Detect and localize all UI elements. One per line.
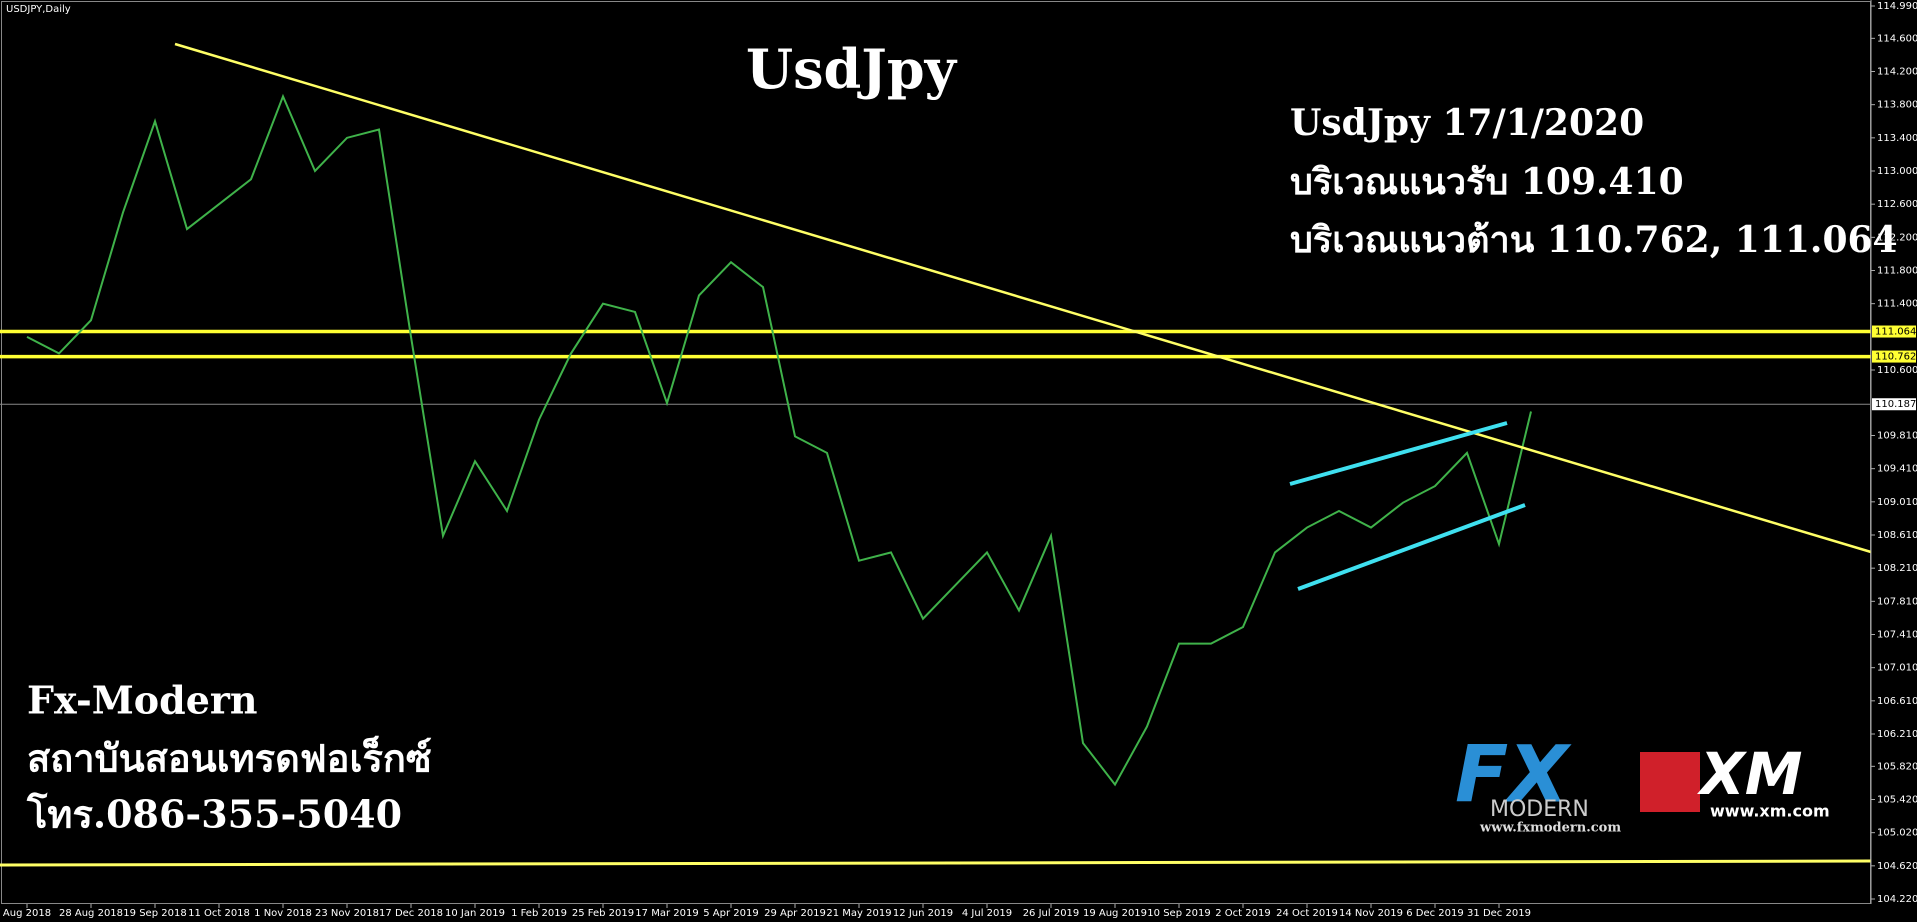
x-tick-label: 26 Jul 2019 [1023,908,1080,919]
y-tick-label: 106.610 [1877,696,1917,707]
annotation: UsdJpy 17/1/2020 [1290,102,1644,144]
y-tick-label: 114.990 [1877,1,1917,12]
x-tick-label: 28 Aug 2018 [59,908,123,919]
footer-text: Fx-Modern [27,678,258,723]
price-tag-label: 111.064 [1875,327,1916,338]
x-tick-label: 25 Feb 2019 [572,908,634,919]
logo-text: FX [1455,730,1572,820]
y-tick-label: 112.200 [1877,232,1917,243]
x-tick-label: 2 Oct 2019 [1215,908,1270,919]
price-line [26,93,1532,787]
x-tick-label: 17 Mar 2019 [635,908,698,919]
y-tick-label: 105.420 [1877,795,1917,806]
x-tick-label: 21 May 2019 [826,908,891,919]
channel-line [1297,503,1526,591]
x-tick-label: 5 Apr 2019 [703,908,758,919]
y-tick-label: 109.810 [1877,431,1917,442]
chart-title: UsdJpy [746,37,958,101]
x-tick-label: 1 Nov 2018 [254,908,312,919]
y-tick-label: 113.400 [1877,133,1917,144]
x-tick-label: 23 Nov 2018 [315,908,379,919]
x-tick-label: 24 Oct 2019 [1276,908,1338,919]
y-tick-label: 110.600 [1877,365,1917,376]
xm-logo: XM www.xm.com [1640,740,1830,821]
logo-text: XM [1697,740,1802,808]
y-tick-label: 105.820 [1877,761,1917,772]
y-tick-label: 109.410 [1877,464,1917,475]
y-tick-label: 108.210 [1877,563,1917,574]
logo-text: MODERN [1490,797,1589,822]
x-tick-label: 10 Jan 2019 [445,908,505,919]
annotation: บริเวณแนวต้าน 110.762, 111.064 [1290,219,1898,261]
y-tick-label: 107.410 [1877,629,1917,640]
footer-text: สถาบันสอนเทรดฟอเร็กซ์ [27,736,432,781]
support-line [0,859,1872,867]
x-tick-label: 10 Sep 2019 [1147,908,1210,919]
x-tick-label: 6 Dec 2019 [1406,908,1464,919]
channel-line [1289,421,1508,486]
price-tag-label: 110.762 [1875,352,1916,363]
x-tick-label: 11 Oct 2018 [188,908,250,919]
annotation: บริเวณแนวรับ 109.410 [1290,161,1684,203]
y-tick-label: 106.210 [1877,729,1917,740]
x-tick-label: Aug 2018 [3,908,51,919]
y-tick-label: 108.610 [1877,530,1917,541]
y-tick-label: 109.010 [1877,497,1917,508]
y-tick-label: 104.620 [1877,861,1917,872]
logo-text: www.xm.com [1710,802,1830,821]
x-tick-label: 1 Feb 2019 [511,908,567,919]
y-tick-label: 111.400 [1877,299,1917,310]
y-tick-label: 113.000 [1877,166,1917,177]
price-tag [1872,398,1916,411]
price-tag [1872,325,1916,338]
x-tick-label: 12 Jun 2019 [893,908,953,919]
y-tick-label: 111.800 [1877,266,1917,277]
price-tag-label: 110.187 [1875,399,1916,410]
logo-text: www.fxmodern.com [1479,821,1621,836]
x-tick-label: 14 Nov 2019 [1339,908,1403,919]
footer-text: โทร.086-355-5040 [26,792,402,837]
y-tick-label: 113.800 [1877,100,1917,111]
y-tick-label: 114.600 [1877,33,1917,44]
x-tick-label: 19 Sep 2018 [123,908,186,919]
logo-badge [1640,752,1700,812]
x-tick-label: 31 Dec 2019 [1467,908,1531,919]
y-tick-label: 105.020 [1877,828,1917,839]
x-tick-label: 4 Jul 2019 [962,908,1012,919]
symbol: USDJPY,Daily [6,4,71,15]
x-tick-label: 29 Apr 2019 [764,908,826,919]
y-tick-label: 107.810 [1877,596,1917,607]
y-tick-label: 112.600 [1877,199,1917,210]
x-tick-label: 17 Dec 2018 [379,908,443,919]
price-tag [1872,350,1916,363]
trend-line [174,42,1872,554]
y-tick-label: 114.200 [1877,67,1917,78]
y-tick-label: 104.220 [1877,894,1917,905]
y-tick-label: 107.010 [1877,663,1917,674]
x-tick-label: 19 Aug 2019 [1083,908,1147,919]
fx-logo: FX MODERN www.fxmodern.com [1455,730,1621,835]
